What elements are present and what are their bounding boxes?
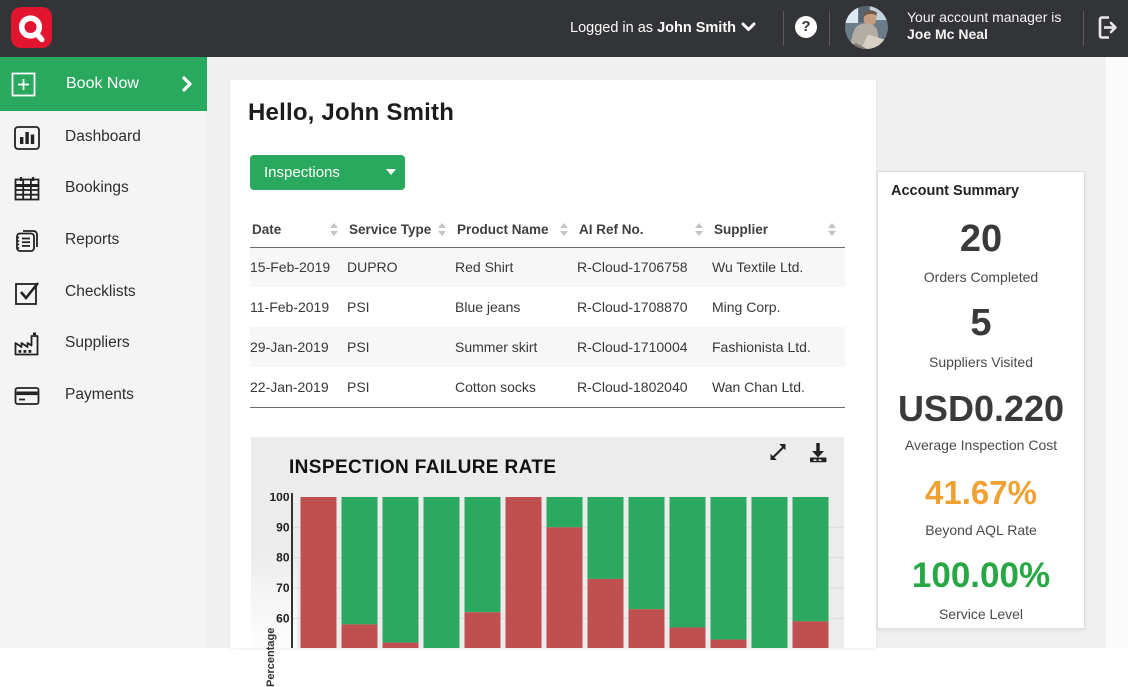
- svg-text:90: 90: [276, 520, 290, 534]
- svg-text:60: 60: [276, 611, 290, 625]
- svg-text:80: 80: [276, 551, 290, 565]
- svg-text:70: 70: [276, 581, 290, 595]
- svg-text:100: 100: [269, 493, 289, 504]
